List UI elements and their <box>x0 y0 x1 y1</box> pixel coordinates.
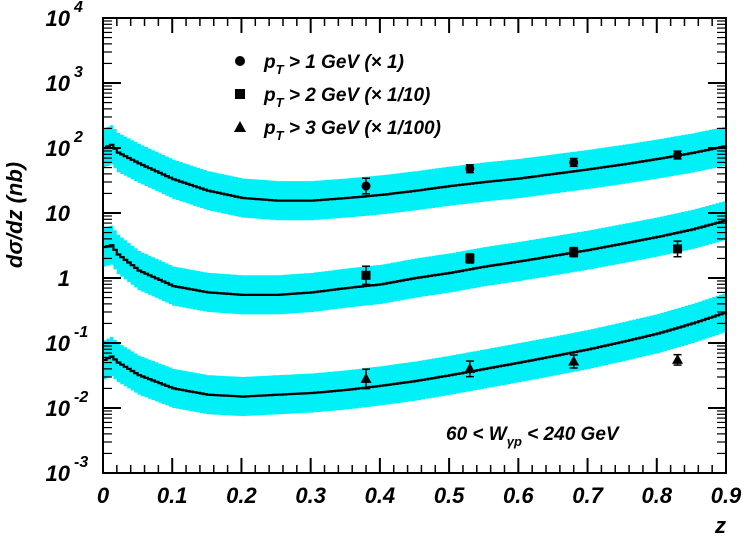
curve-series-1 <box>103 143 728 202</box>
legend-label-sub: T <box>276 95 285 110</box>
annotation: 60 < Wγp < 240 GeV <box>446 424 620 449</box>
marker-circle <box>569 157 579 167</box>
marker-square <box>465 253 475 263</box>
y-tick-exponent: 3 <box>74 64 83 81</box>
y-tick-label: 10 <box>46 71 71 96</box>
legend-label-rest: > 3 GeV (× 1/100) <box>284 118 441 139</box>
plot-frame <box>102 17 727 474</box>
data-point-series-3 <box>360 368 372 390</box>
y-tick-exponent: 4 <box>73 0 83 16</box>
y-tick-label: 10 <box>46 136 71 161</box>
marker-square <box>569 247 579 257</box>
curve-series-2 <box>103 219 728 296</box>
legend-label-p: p <box>263 52 276 73</box>
legend-label: pT > 2 GeV (× 1/10) <box>263 85 430 110</box>
data-points <box>360 150 684 390</box>
data-point-series-2 <box>465 253 475 264</box>
legend-label-sub: T <box>276 62 285 77</box>
y-tick-exponent: -2 <box>74 389 88 406</box>
legend-label-p: p <box>263 85 276 106</box>
legend-marker-square <box>235 89 245 99</box>
legend-marker-triangle <box>234 121 246 132</box>
x-tick-label: 0.2 <box>226 483 257 508</box>
data-point-series-1 <box>569 157 579 168</box>
x-tick-label: 0.3 <box>295 483 326 508</box>
marker-square <box>673 244 683 254</box>
legend-marker-circle <box>235 56 245 66</box>
data-point-series-1 <box>361 177 371 195</box>
curve-series-3 <box>103 312 728 398</box>
y-axis-title: dσ/dz (nb) <box>2 162 27 268</box>
x-tick-label: 0.5 <box>434 483 465 508</box>
y-tick-label: 10 <box>46 461 71 486</box>
marker-triangle <box>568 355 580 366</box>
legend-label-p: p <box>263 118 276 139</box>
marker-circle <box>361 181 371 191</box>
marker-triangle <box>360 372 372 383</box>
x-tick-label: 0.7 <box>572 483 604 508</box>
theory-curves <box>103 143 728 398</box>
data-point-series-3 <box>464 360 476 378</box>
y-tick-label: 10 <box>46 396 71 421</box>
y-tick-label: 10 <box>46 6 71 31</box>
y-tick-label: 1 <box>58 266 70 291</box>
uncertainty-bands <box>103 125 726 417</box>
x-tick-label: 0.8 <box>641 483 672 508</box>
x-axis-title: z <box>714 513 726 538</box>
data-point-series-3 <box>568 354 580 369</box>
y-tick-exponent: 2 <box>73 129 83 146</box>
x-tick-label: 0.6 <box>503 483 534 508</box>
legend-label-sub: T <box>276 128 285 143</box>
legend-label-rest: > 2 GeV (× 1/10) <box>284 85 431 106</box>
legend-entry-1: pT > 1 GeV (× 1) <box>235 52 404 77</box>
band-series-3 <box>103 292 726 417</box>
legend-entry-3: pT > 3 GeV (× 1/100) <box>234 118 441 143</box>
legend-entry-2: pT > 2 GeV (× 1/10) <box>235 85 430 110</box>
x-tick-label: 0.1 <box>157 483 188 508</box>
marker-square <box>361 270 371 280</box>
data-point-series-2 <box>569 246 579 258</box>
data-point-series-2 <box>673 240 683 258</box>
y-tick-label: 10 <box>46 201 71 226</box>
annotation-sub: γp <box>507 434 522 449</box>
data-point-series-3 <box>672 353 684 366</box>
band-series-1 <box>103 125 726 221</box>
marker-triangle <box>464 362 476 373</box>
annotation-tail: < 240 GeV <box>522 424 620 445</box>
legend-label-rest: > 1 GeV (× 1) <box>284 52 404 73</box>
data-point-series-2 <box>361 265 371 286</box>
data-point-series-1 <box>465 164 475 174</box>
x-tick-label: 0.4 <box>365 483 396 508</box>
marker-triangle <box>672 353 684 364</box>
marker-circle <box>465 164 475 174</box>
y-tick-exponent: -3 <box>74 454 88 471</box>
annotation-main: 60 < W <box>446 424 509 445</box>
data-point-series-1 <box>673 150 683 160</box>
marker-circle <box>673 150 683 160</box>
band-series-2 <box>103 200 726 315</box>
x-tick-label: 0 <box>97 483 110 508</box>
legend-label: pT > 3 GeV (× 1/100) <box>263 118 441 143</box>
y-tick-exponent: -1 <box>74 324 88 341</box>
legend-label: pT > 1 GeV (× 1) <box>263 52 404 77</box>
x-tick-label: 0.9 <box>711 483 742 508</box>
x-axis: 0 0.1 0.2 0.3 0.4 0.5 0.6 0.7 0.8 0.9 <box>97 18 742 508</box>
legend: pT > 1 GeV (× 1)pT > 2 GeV (× 1/10)pT > … <box>234 52 441 143</box>
y-tick-label: 10 <box>46 331 71 356</box>
